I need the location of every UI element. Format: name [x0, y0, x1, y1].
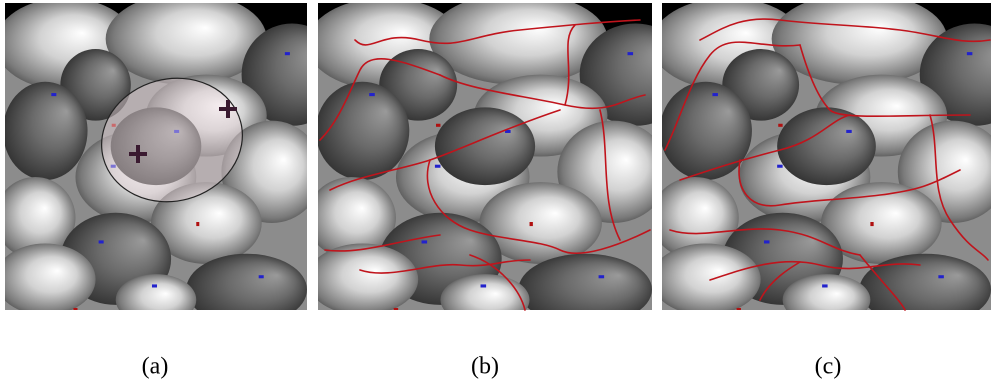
panel-a — [5, 3, 307, 310]
panel-b — [318, 3, 652, 311]
panel-c — [662, 3, 991, 311]
caption: (c) — [815, 354, 842, 380]
caption: (b) — [471, 354, 499, 380]
caption: (a) — [142, 354, 169, 380]
